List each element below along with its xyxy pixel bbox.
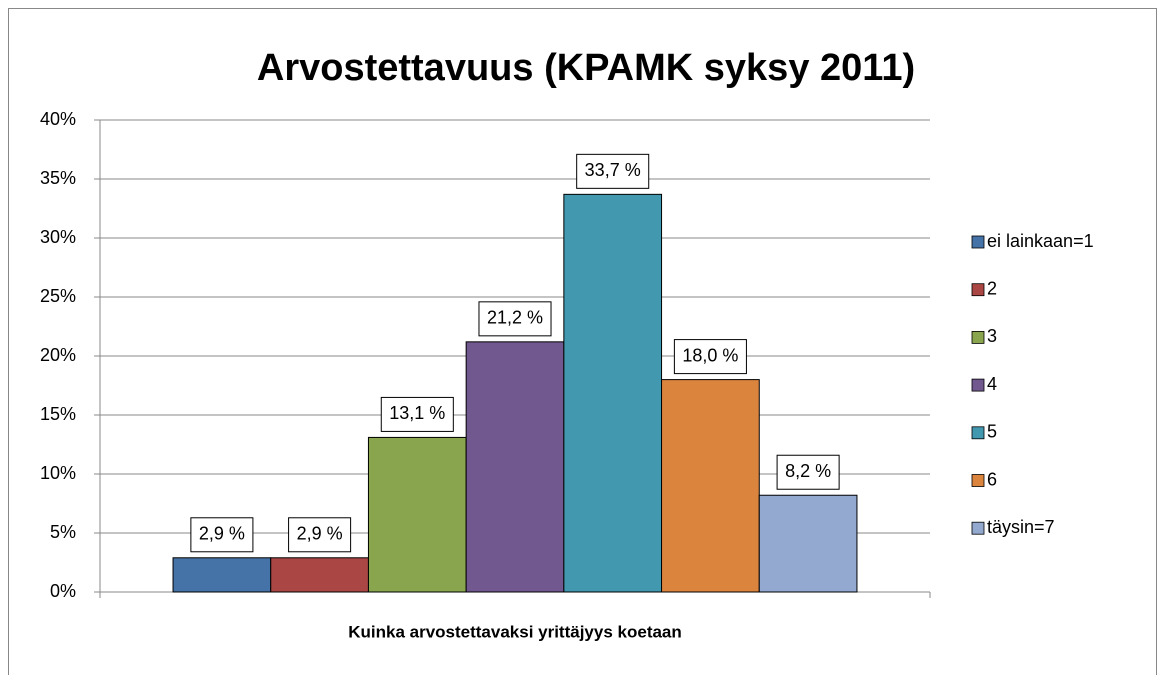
- data-label-box: [380, 396, 454, 432]
- data-label-box: [576, 153, 650, 189]
- legend-swatch: [971, 426, 985, 440]
- legend-swatch: [971, 330, 985, 344]
- x-axis-title: Kuinka arvostettavaksi yrittäjyys koetaa…: [348, 622, 682, 641]
- y-tick-label: 20%: [40, 345, 76, 365]
- data-label: 21,2 %: [487, 308, 543, 328]
- data-label-box: [776, 454, 840, 490]
- y-tick-label: 35%: [40, 168, 76, 188]
- data-label: 18,0 %: [682, 345, 738, 365]
- bar: [661, 379, 760, 593]
- legend-swatch: [971, 474, 985, 487]
- legend-swatch: [971, 283, 985, 297]
- legend-label: täysin=7: [987, 517, 1055, 537]
- legend-label: 3: [987, 326, 997, 346]
- data-label-box: [190, 517, 254, 553]
- legend-swatch: [971, 235, 985, 249]
- legend-label: 6: [987, 469, 997, 489]
- y-tick-label: 25%: [40, 286, 76, 306]
- y-tick-label: 40%: [40, 109, 76, 129]
- legend-label: ei lainkaan=1: [987, 231, 1094, 251]
- bar: [367, 436, 467, 593]
- legend-swatch: [971, 378, 985, 392]
- legend-swatch: [971, 521, 985, 535]
- bar: [172, 557, 272, 593]
- legend-label: 2: [987, 278, 997, 298]
- data-label-box: [288, 517, 352, 553]
- y-tick-label: 15%: [40, 404, 76, 424]
- data-label: 13,1 %: [389, 403, 445, 423]
- data-label: 2,9 %: [199, 524, 245, 544]
- bar: [563, 193, 663, 593]
- data-label-box: [673, 339, 747, 375]
- bar: [465, 341, 565, 593]
- chart-title: Arvostettavuus (KPAMK syksy 2011): [257, 47, 915, 89]
- y-tick-label: 10%: [40, 463, 76, 483]
- bar: [758, 494, 858, 593]
- legend-label: 5: [987, 422, 997, 442]
- data-label: 33,7 %: [585, 160, 641, 180]
- data-label: 2,9 %: [297, 524, 343, 544]
- bar: [270, 557, 369, 593]
- data-label-box: [478, 301, 552, 337]
- y-tick-label: 0%: [50, 581, 76, 601]
- y-tick-label: 30%: [40, 227, 76, 247]
- data-label: 8,2 %: [785, 461, 831, 481]
- legend-label: 4: [987, 374, 997, 394]
- y-tick-label: 5%: [50, 522, 76, 542]
